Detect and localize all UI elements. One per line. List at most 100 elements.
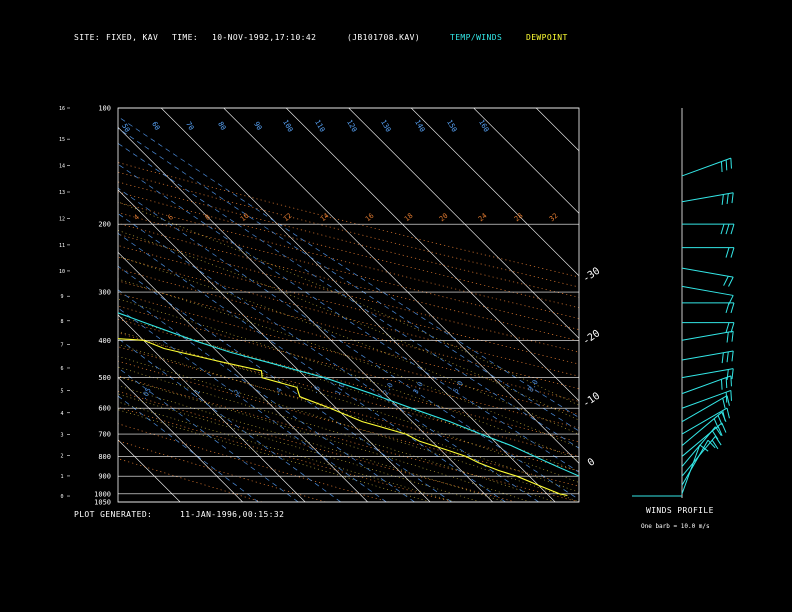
isotherm-line bbox=[118, 314, 306, 502]
wind-barb-flag bbox=[707, 439, 716, 449]
right-temp-label: -10 bbox=[581, 391, 602, 410]
dry-adiabat-label: 150 bbox=[445, 119, 458, 134]
isotherm-line bbox=[118, 439, 181, 502]
moist-adiabat bbox=[118, 409, 431, 502]
pressure-label: 400 bbox=[98, 337, 111, 345]
pressure-label: 200 bbox=[98, 221, 111, 229]
site-value: FIXED, KAV bbox=[106, 33, 159, 42]
dry-adiabat bbox=[118, 162, 579, 278]
wind-barb-flag bbox=[728, 276, 734, 287]
mixing-ratio-line bbox=[118, 116, 579, 418]
temp-winds-legend: TEMP/WINDS bbox=[450, 33, 503, 42]
mixing-ratio-label: .2 bbox=[231, 388, 242, 399]
time-value: 10-NOV-1992,17:10:42 bbox=[212, 33, 317, 42]
plot-generated-value: 11-JAN-1996,00:15:32 bbox=[180, 510, 285, 519]
moist-adiabat-label: 12 bbox=[282, 212, 294, 224]
dry-adiabat bbox=[118, 375, 579, 502]
dry-adiabat bbox=[118, 201, 579, 319]
wind-barb-flag bbox=[725, 392, 728, 403]
winds-profile-panel bbox=[632, 108, 735, 498]
moist-adiabat-label: 6 bbox=[167, 213, 175, 222]
height-label: 1 bbox=[60, 474, 63, 480]
moist-adiabat bbox=[118, 255, 579, 435]
height-label: 2 bbox=[60, 453, 63, 459]
moist-adiabat bbox=[118, 298, 579, 461]
mixing-ratio-label: .05 bbox=[140, 387, 153, 402]
height-label: 11 bbox=[59, 243, 65, 249]
moist-adiabat bbox=[118, 344, 579, 493]
moist-adiabat bbox=[118, 385, 506, 502]
dry-adiabat-label: 130 bbox=[379, 119, 392, 134]
right-temp-label: -30 bbox=[581, 266, 602, 285]
dry-adiabat-label: 50 bbox=[120, 122, 131, 133]
plot-generated-label: PLOT GENERATED: bbox=[74, 510, 153, 519]
wind-barb-flag bbox=[720, 224, 725, 235]
isotherm-line bbox=[118, 189, 431, 502]
mixing-ratio-line bbox=[118, 367, 299, 502]
wind-barb-flag bbox=[725, 302, 730, 314]
pressure-label: 900 bbox=[98, 473, 111, 481]
mixing-ratio-label: .6 bbox=[311, 384, 322, 395]
moist-adiabat-label: 20 bbox=[438, 212, 450, 224]
height-label: 3 bbox=[60, 432, 63, 438]
height-label: 4 bbox=[60, 411, 63, 417]
dry-adiabat bbox=[118, 440, 326, 502]
wind-barb-flag bbox=[723, 276, 729, 286]
height-label: 16 bbox=[59, 106, 65, 112]
isotherm-line bbox=[285, 108, 579, 402]
wind-barb bbox=[681, 192, 734, 203]
mixing-ratio-line bbox=[118, 265, 452, 502]
wind-barb-flag bbox=[725, 224, 730, 235]
dry-adiabat bbox=[118, 360, 579, 487]
wind-barb-flag bbox=[731, 368, 734, 380]
mixing-ratio-label: 5.0 bbox=[452, 380, 465, 395]
moist-adiabat-label: 16 bbox=[364, 212, 376, 224]
site-label: SITE: bbox=[74, 33, 101, 42]
mixing-ratio-label: .1 bbox=[191, 388, 202, 399]
isotherm-line bbox=[118, 376, 243, 502]
wind-barb-flag bbox=[721, 422, 727, 433]
wind-barb-flag bbox=[731, 331, 734, 342]
wind-barb-flag bbox=[720, 379, 723, 390]
wind-barb-flag bbox=[725, 377, 728, 389]
pressure-label: 600 bbox=[98, 405, 111, 413]
dry-adiabat bbox=[118, 423, 390, 502]
wind-barb bbox=[681, 422, 723, 457]
dry-adiabat bbox=[118, 318, 579, 443]
wind-barb-flag bbox=[730, 302, 735, 314]
right-temp-label: 0 bbox=[586, 457, 597, 469]
dry-adiabat-label: 100 bbox=[281, 119, 294, 134]
moist-adiabat-label: 18 bbox=[403, 212, 415, 224]
dry-adiabat bbox=[118, 305, 579, 429]
isotherm-line bbox=[410, 108, 579, 277]
mixing-ratio-label: .4 bbox=[273, 386, 284, 397]
dry-adiabat bbox=[118, 181, 579, 298]
pressure-label: 1050 bbox=[94, 499, 111, 507]
mixing-ratio-line bbox=[118, 307, 387, 502]
winds-profile-title: WINDS PROFILE bbox=[646, 506, 714, 515]
background-lines bbox=[118, 108, 579, 502]
dry-adiabat bbox=[118, 280, 579, 402]
wind-barb bbox=[681, 368, 734, 379]
isotherm-line bbox=[118, 126, 493, 502]
wind-barb-flag bbox=[730, 158, 732, 169]
wind-barb bbox=[681, 395, 728, 423]
wind-barb bbox=[681, 375, 732, 395]
dry-adiabat bbox=[118, 391, 516, 502]
dry-adiabat bbox=[118, 222, 579, 342]
pressure-label: 700 bbox=[98, 431, 111, 439]
height-label: 9 bbox=[60, 294, 63, 300]
dry-adiabat bbox=[118, 346, 579, 472]
isotherm-line bbox=[473, 108, 579, 214]
dry-adiabat-label: 120 bbox=[345, 119, 358, 134]
dry-adiabat-label: 160 bbox=[477, 119, 490, 134]
temperature-profile bbox=[118, 312, 579, 477]
wind-barb bbox=[681, 285, 734, 296]
plot-frame bbox=[117, 107, 580, 503]
moist-adiabat-label: 14 bbox=[319, 212, 331, 224]
dry-adiabat-label: 80 bbox=[216, 120, 227, 131]
height-label: 5 bbox=[60, 389, 63, 395]
dry-adiabat bbox=[118, 332, 579, 457]
wind-barb bbox=[681, 444, 701, 494]
moist-adiabat bbox=[118, 230, 579, 421]
